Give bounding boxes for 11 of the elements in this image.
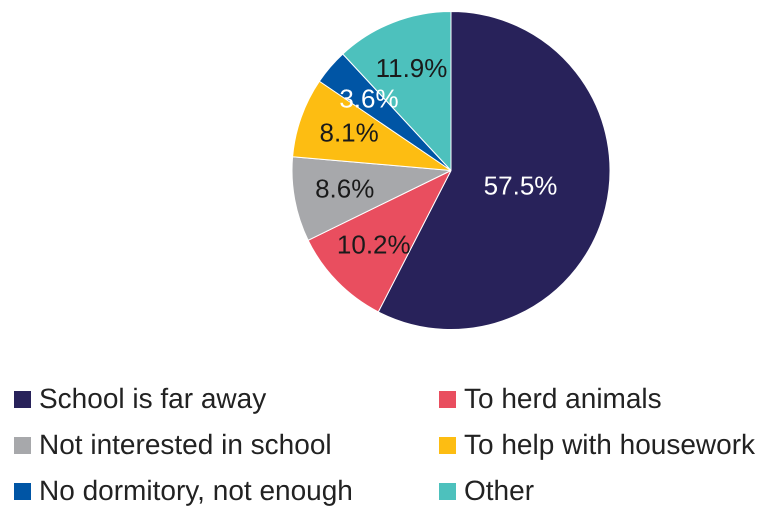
legend-label: School is far away	[39, 383, 266, 415]
legend-label: Other	[464, 475, 534, 507]
data-label: 11.9%	[376, 53, 448, 84]
legend-label: Not interested in school	[39, 429, 332, 461]
data-label: 10.2%	[336, 229, 411, 260]
data-label: 8.1%	[319, 117, 379, 148]
legend-label: To herd animals	[464, 383, 662, 415]
legend-label: To help with housework	[464, 429, 756, 461]
legend-label: No dormitory, not enough	[39, 475, 353, 507]
data-label: 8.6%	[315, 173, 374, 204]
data-label: 57.5%	[484, 170, 558, 200]
